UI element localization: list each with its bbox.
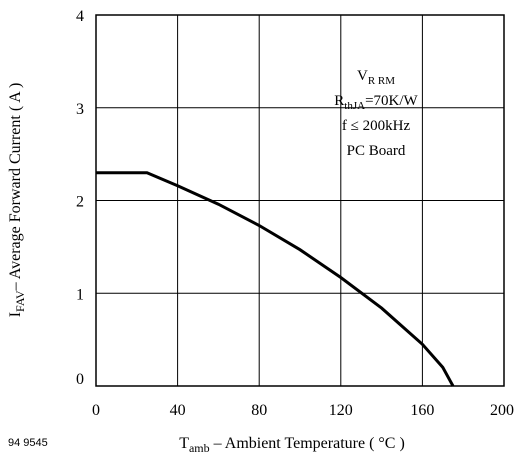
x-tick-label: 200 — [490, 402, 514, 419]
series-line — [96, 171, 455, 387]
y-tick-label: 0 — [76, 371, 84, 388]
annotation-rthja: RthJA=70K/W — [334, 93, 418, 112]
plot-frame — [95, 14, 505, 387]
y-tick-label: 2 — [76, 194, 84, 211]
x-tick-label: 40 — [170, 402, 186, 419]
x-tick-label: 160 — [410, 402, 434, 419]
annotation-vrrm: VR RM — [357, 68, 395, 87]
grid — [96, 15, 504, 386]
x-tick-label: 0 — [92, 402, 100, 419]
x-axis-title: Tamb – Ambient Temperature ( °C ) — [179, 435, 405, 455]
y-tick-label: 4 — [76, 8, 84, 25]
figure-id: 94 9545 — [8, 437, 48, 449]
annotation-frequency: f ≤ 200kHz — [342, 118, 411, 134]
y-tick-label: 1 — [76, 286, 84, 303]
x-tick-labels: 0 40 80 120 160 200 — [92, 402, 514, 419]
x-tick-label: 80 — [251, 402, 267, 419]
annotation-pc-board: PC Board — [347, 143, 406, 159]
x-tick-label: 120 — [329, 402, 353, 419]
y-axis-title: IFAV– Average Forward Current ( A ) — [7, 83, 27, 318]
y-tick-labels: 0 1 2 3 4 — [76, 8, 84, 388]
y-tick-label: 3 — [76, 101, 84, 118]
